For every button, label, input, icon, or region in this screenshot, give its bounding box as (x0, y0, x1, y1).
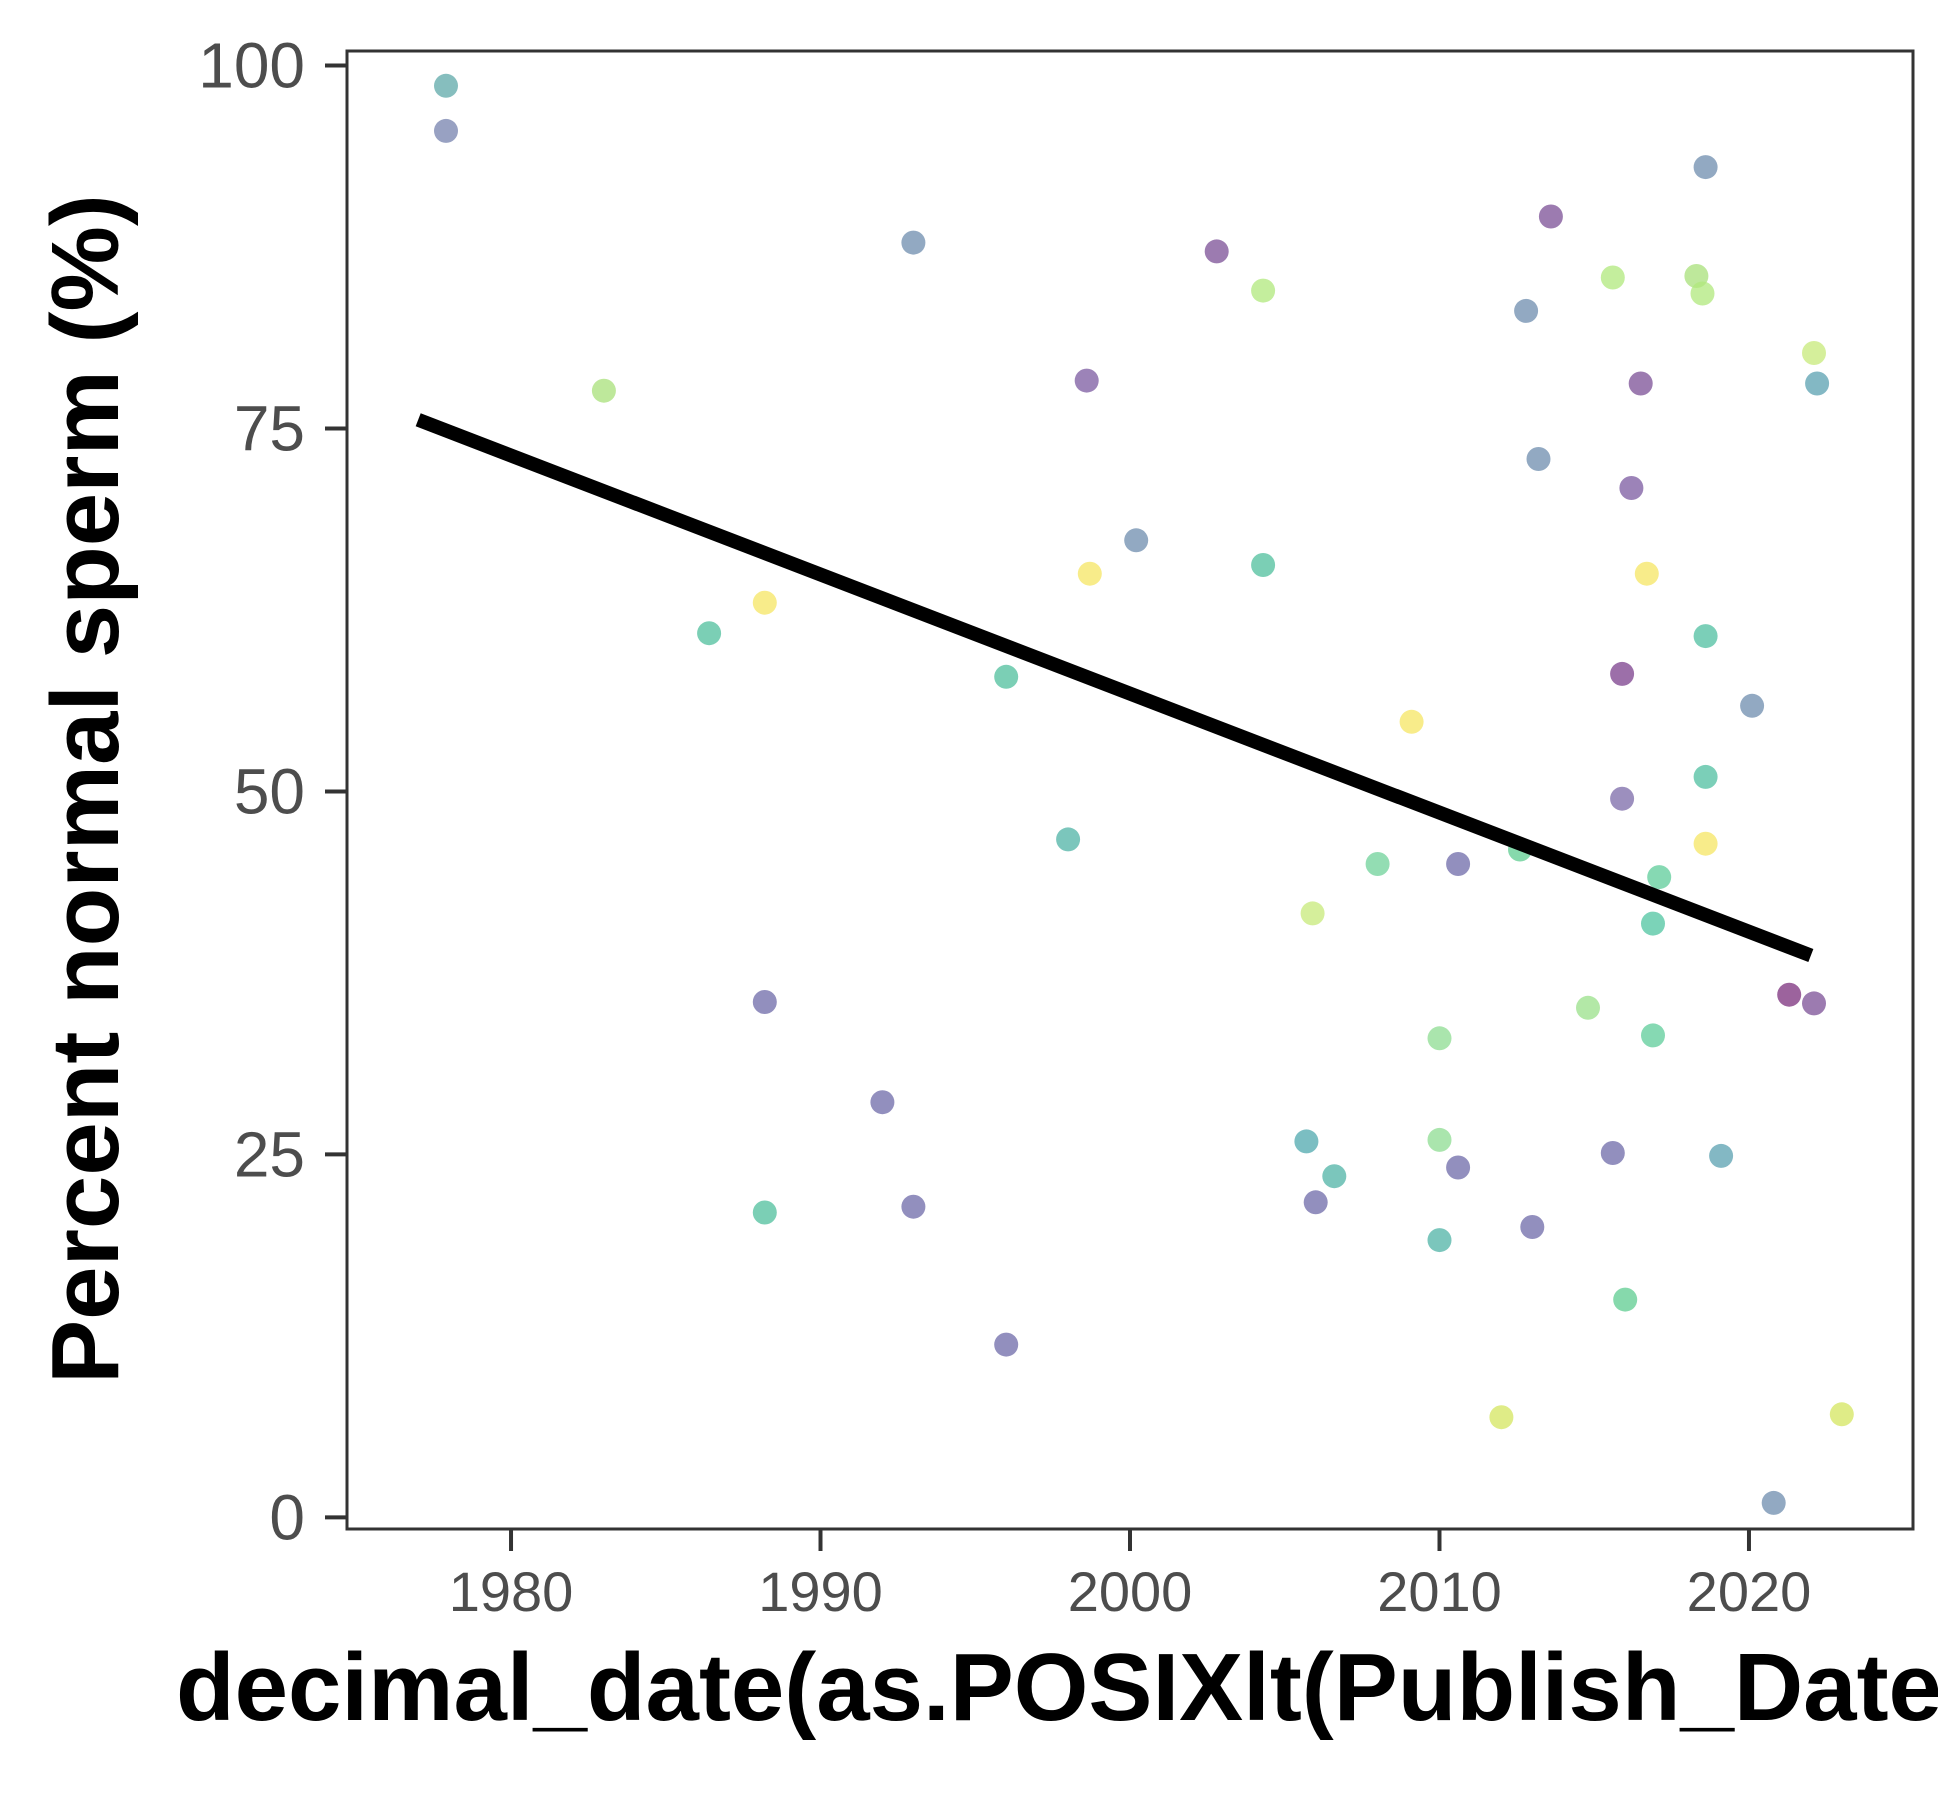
data-point-14 (1074, 368, 1099, 393)
data-point-62 (1829, 1402, 1854, 1427)
data-point-11 (994, 664, 1019, 689)
data-point-12 (994, 1332, 1019, 1357)
x-axis-title: decimal_date(as.POSIXlt(Publish_Date (176, 1634, 1938, 1741)
data-point-35 (1526, 447, 1551, 471)
data-point-25 (1399, 709, 1424, 734)
data-point-58 (1777, 982, 1802, 1007)
data-point-54 (1693, 831, 1718, 856)
data-point-16 (1124, 528, 1149, 553)
data-point-38 (1600, 265, 1625, 290)
data-point-53 (1693, 764, 1718, 789)
trend-line (415, 413, 1814, 963)
data-point-27 (1427, 1127, 1452, 1152)
data-point-20 (1294, 1129, 1319, 1154)
data-point-13 (1056, 827, 1081, 852)
data-point-29 (1446, 852, 1471, 876)
data-point-9 (901, 230, 926, 255)
data-point-36 (1538, 204, 1563, 229)
y-tick-label-0: 0 (269, 1481, 305, 1553)
data-point-21 (1300, 901, 1325, 926)
data-point-24 (1365, 852, 1390, 876)
data-point-39 (1600, 1141, 1625, 1165)
data-point-42 (1613, 1287, 1638, 1312)
x-tick-label-1990: 1990 (758, 1560, 883, 1623)
x-tick-label-2000: 2000 (1068, 1560, 1193, 1623)
data-point-51 (1693, 155, 1718, 180)
data-point-46 (1641, 911, 1665, 936)
x-tick-label-2010: 2010 (1377, 1560, 1502, 1623)
data-point-7 (752, 1200, 777, 1225)
data-point-22 (1303, 1190, 1328, 1215)
data-point-50 (1690, 281, 1715, 306)
y-axis: 0 25 50 75 100 (198, 30, 347, 1553)
data-point-60 (1802, 991, 1826, 1016)
data-points (434, 73, 1854, 1515)
data-point-17 (1204, 239, 1229, 264)
data-point-56 (1740, 693, 1765, 718)
data-point-57 (1761, 1490, 1786, 1515)
data-point-23 (1322, 1164, 1347, 1189)
data-point-40 (1610, 661, 1635, 686)
data-point-59 (1802, 341, 1826, 365)
data-point-41 (1610, 786, 1635, 811)
data-point-47 (1641, 1023, 1665, 1048)
data-point-30 (1446, 1155, 1471, 1180)
data-point-31 (1489, 1405, 1514, 1430)
data-point-43 (1619, 476, 1644, 500)
data-point-55 (1709, 1143, 1734, 1168)
data-point-5 (752, 590, 777, 615)
data-point-6 (752, 990, 777, 1014)
data-point-8 (870, 1090, 895, 1115)
y-tick-label-75: 75 (234, 392, 305, 464)
data-point-33 (1514, 298, 1539, 323)
data-point-52 (1693, 624, 1718, 649)
y-tick-label-25: 25 (234, 1118, 305, 1190)
data-point-61 (1805, 371, 1830, 396)
data-point-37 (1576, 995, 1600, 1020)
data-point-3 (591, 378, 616, 403)
x-tick-label-2020: 2020 (1687, 1560, 1812, 1623)
data-point-18 (1251, 278, 1276, 303)
data-point-34 (1520, 1215, 1545, 1239)
data-point-48 (1647, 865, 1672, 890)
y-tick-label-100: 100 (198, 30, 305, 102)
x-tick-label-1980: 1980 (449, 1560, 574, 1623)
data-point-28 (1427, 1228, 1452, 1253)
y-axis-title: Percent normal sperm (%) (32, 194, 139, 1384)
data-point-26 (1427, 1026, 1452, 1051)
data-point-15 (1077, 561, 1102, 586)
data-point-44 (1628, 371, 1653, 396)
data-point-4 (697, 621, 722, 646)
data-point-45 (1634, 561, 1659, 586)
data-point-10 (901, 1194, 926, 1219)
data-point-2 (434, 118, 458, 143)
data-point-19 (1251, 553, 1276, 577)
data-point-1 (434, 73, 458, 98)
y-tick-label-50: 50 (234, 755, 305, 827)
x-axis: 1980 1990 2000 2010 2020 (449, 1529, 1812, 1623)
